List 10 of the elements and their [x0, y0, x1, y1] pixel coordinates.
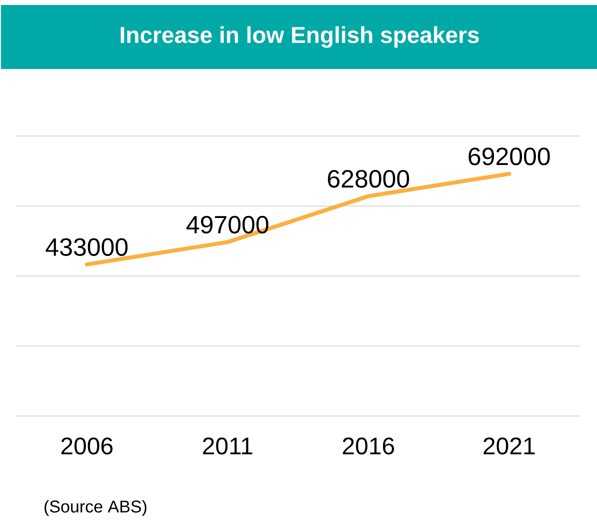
x-tick-label: 2021 [484, 438, 535, 455]
data-label: 692000 [468, 148, 550, 166]
data-label: 628000 [328, 170, 410, 188]
chart-title: Increase in low English speakers [120, 26, 479, 48]
x-tick-label: 2011 [203, 438, 252, 455]
x-tick-label: 2016 [342, 438, 394, 455]
data-label: 433000 [46, 238, 128, 256]
text: (Source ABS) [44, 500, 146, 516]
data-label: 497000 [186, 216, 268, 234]
x-tick-label: 2006 [61, 438, 113, 455]
